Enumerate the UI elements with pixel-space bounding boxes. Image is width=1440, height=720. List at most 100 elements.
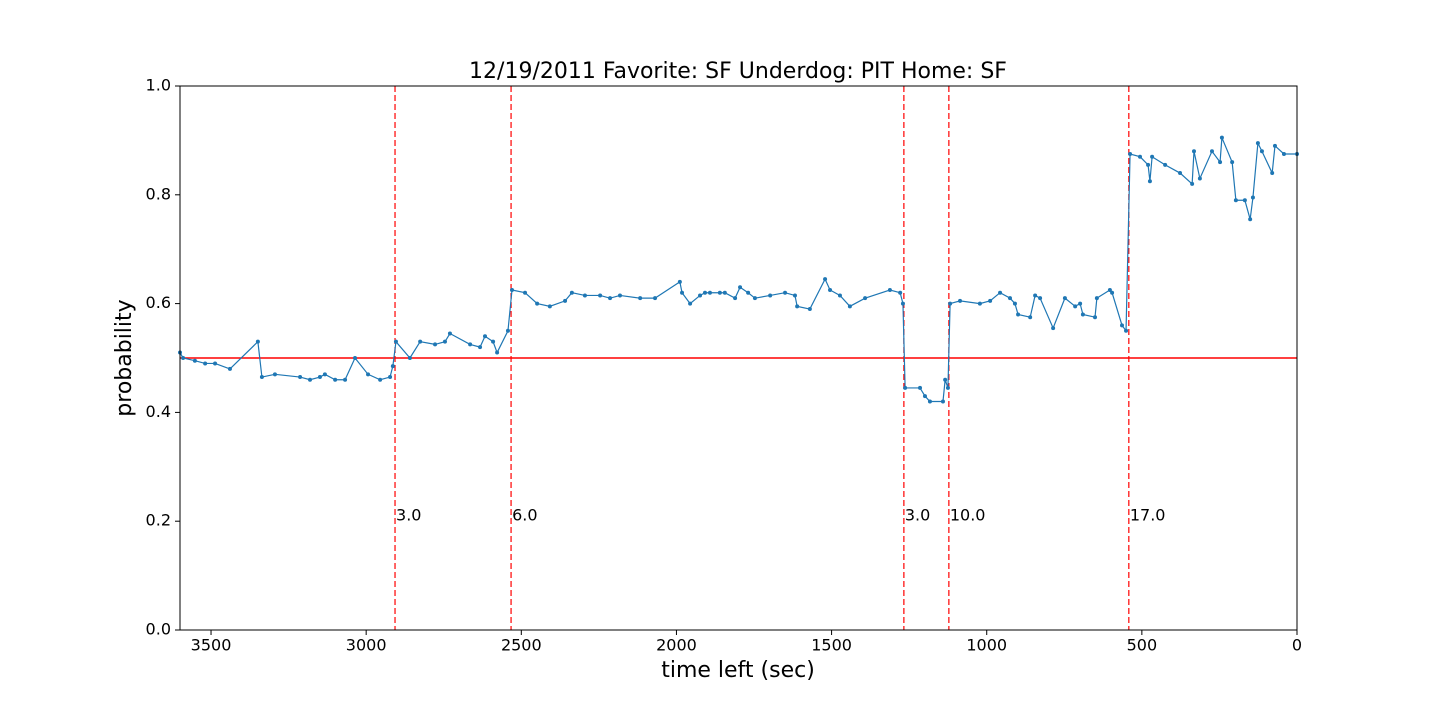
event-label: 10.0 xyxy=(950,506,986,525)
data-point xyxy=(1230,160,1235,165)
data-point xyxy=(1007,296,1012,301)
data-point xyxy=(1093,315,1098,320)
data-point xyxy=(1033,293,1038,298)
data-point xyxy=(738,285,743,290)
data-point xyxy=(378,377,383,382)
data-point xyxy=(638,296,643,301)
data-point xyxy=(1191,149,1196,154)
data-point xyxy=(433,342,438,347)
data-point xyxy=(505,328,510,333)
data-point xyxy=(1219,135,1224,140)
data-point xyxy=(563,298,568,303)
data-point xyxy=(1209,149,1214,154)
data-point xyxy=(887,288,892,292)
data-point xyxy=(317,375,322,380)
y-tick-label: 1.0 xyxy=(146,76,171,95)
data-point xyxy=(259,375,264,380)
y-tick-label: 0.4 xyxy=(146,402,171,421)
data-point xyxy=(582,293,587,298)
data-point xyxy=(598,293,603,298)
data-point xyxy=(1016,312,1021,317)
plot-frame xyxy=(179,85,1298,631)
data-point xyxy=(298,375,303,380)
probability-line xyxy=(179,137,1297,403)
data-point xyxy=(181,356,186,360)
data-point xyxy=(717,290,722,295)
data-point xyxy=(1150,154,1155,159)
data-point xyxy=(837,293,842,298)
data-point xyxy=(407,356,412,360)
data-point xyxy=(988,298,993,303)
chart-title: 12/19/2011 Favorite: SF Underdog: PIT Ho… xyxy=(469,59,1007,84)
data-point xyxy=(495,350,500,355)
data-point xyxy=(569,290,574,295)
data-point xyxy=(828,288,833,292)
data-point xyxy=(523,290,528,295)
x-axis-label: time left (sec) xyxy=(661,658,815,683)
data-point xyxy=(608,296,613,301)
data-point xyxy=(535,301,540,306)
data-point xyxy=(272,372,277,377)
data-point xyxy=(680,290,685,295)
data-point xyxy=(688,301,693,306)
data-point xyxy=(1028,315,1033,320)
data-point xyxy=(547,304,552,309)
data-point xyxy=(898,290,903,295)
data-point xyxy=(707,290,712,295)
event-label: 3.0 xyxy=(905,506,930,525)
x-tick-label: 2500 xyxy=(501,636,542,655)
data-point xyxy=(702,290,707,295)
data-point xyxy=(1242,198,1247,203)
data-point xyxy=(1012,301,1017,306)
data-point xyxy=(977,301,982,306)
data-point xyxy=(478,345,483,350)
data-point xyxy=(677,279,682,284)
data-point xyxy=(1107,288,1112,292)
data-point xyxy=(491,339,496,344)
data-point xyxy=(945,385,950,390)
data-point xyxy=(722,290,727,295)
data-point xyxy=(227,366,232,371)
data-point xyxy=(1128,152,1133,156)
data-point xyxy=(948,301,953,306)
data-point xyxy=(1078,301,1083,306)
data-point xyxy=(509,288,514,292)
data-point xyxy=(1080,312,1085,317)
data-point xyxy=(333,377,338,382)
data-point xyxy=(1190,181,1195,186)
data-point xyxy=(1038,296,1043,301)
data-point xyxy=(1124,328,1129,333)
data-point xyxy=(390,364,395,369)
data-point xyxy=(1110,290,1115,295)
data-point xyxy=(366,372,371,377)
x-tick-label: 2000 xyxy=(656,636,697,655)
data-point xyxy=(308,377,313,382)
x-tick-label: 3500 xyxy=(191,636,232,655)
data-point xyxy=(998,290,1003,295)
data-point xyxy=(847,304,852,309)
data-point xyxy=(863,296,868,301)
data-point xyxy=(746,290,751,295)
data-point xyxy=(1248,217,1253,222)
data-point xyxy=(203,361,208,366)
data-point xyxy=(1197,176,1202,181)
data-point xyxy=(783,290,788,295)
data-point xyxy=(213,361,218,366)
data-point xyxy=(1120,323,1125,328)
data-point xyxy=(792,293,797,298)
data-point xyxy=(1218,160,1223,165)
y-tick-label: 0.2 xyxy=(146,511,171,530)
data-point xyxy=(1062,296,1067,301)
data-point xyxy=(418,339,423,344)
data-point xyxy=(343,377,348,382)
y-tick-label: 0.6 xyxy=(146,293,171,312)
event-label: 17.0 xyxy=(1130,506,1166,525)
event-label: 6.0 xyxy=(512,506,537,525)
data-point xyxy=(1178,171,1183,176)
data-point xyxy=(388,375,393,380)
y-axis-label: probability xyxy=(112,299,137,416)
data-point xyxy=(1270,171,1275,176)
data-point xyxy=(1233,198,1238,203)
data-point xyxy=(1146,162,1151,167)
